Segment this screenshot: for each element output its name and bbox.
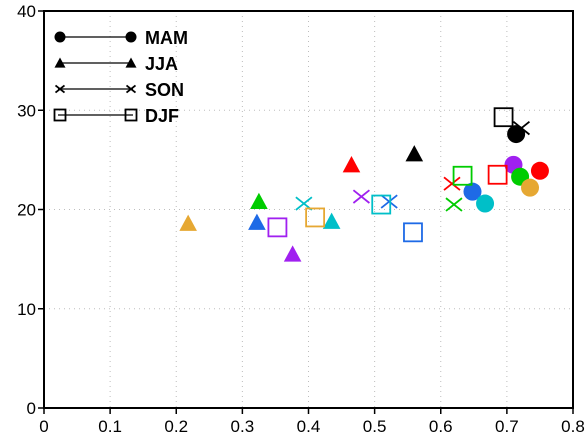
x-tick-label: 0.4	[297, 417, 321, 436]
djf-point	[267, 217, 288, 238]
plot-frame	[43, 10, 574, 409]
legend-marker-end	[125, 84, 137, 94]
legend-marker-start	[53, 108, 67, 122]
axis-ticks: 0 0.1 0.2 0.3 0.4 0.5 0.6 0.7 0.8 0 10 20 30 40	[17, 2, 585, 436]
jja-point	[342, 156, 361, 173]
jja-point	[283, 245, 302, 262]
legend-marker-end	[125, 31, 137, 43]
son-point	[380, 194, 398, 209]
x-tick-label: 0	[39, 417, 48, 436]
legend-label: JJA	[145, 54, 178, 74]
son-point	[352, 189, 370, 204]
legend-marker-start	[54, 31, 66, 43]
legend-label: SON	[145, 80, 184, 100]
jja-point	[405, 145, 424, 162]
jja-point	[250, 192, 268, 210]
jja-point	[322, 212, 341, 229]
legend-item-mam: MAM	[54, 28, 188, 48]
grid-lines	[44, 11, 573, 408]
legend: MAM JJA SON DJF	[53, 28, 188, 126]
legend-item-son: SON	[54, 80, 184, 100]
legend-marker-start	[54, 57, 66, 68]
djf-point	[403, 222, 423, 243]
mam-point	[530, 161, 549, 180]
djf-point	[305, 207, 326, 228]
x-tick-label: 0.6	[429, 417, 453, 436]
x-tick-label: 0.7	[495, 417, 519, 436]
djf-point	[371, 194, 392, 215]
legend-item-jja: JJA	[54, 54, 178, 74]
y-tick-label: 40	[17, 2, 36, 21]
djf-point	[487, 164, 508, 185]
data-points	[179, 107, 549, 262]
y-tick-label: 10	[17, 300, 36, 319]
mam-point	[521, 178, 540, 197]
legend-item-djf: DJF	[53, 106, 179, 126]
x-tick-label: 0.2	[164, 417, 188, 436]
legend-label: DJF	[145, 106, 179, 126]
y-tick-label: 30	[17, 101, 36, 120]
jja-point	[179, 214, 197, 231]
y-tick-label: 20	[17, 201, 36, 220]
son-point	[443, 176, 461, 191]
y-tick-label: 0	[27, 399, 36, 418]
son-point	[445, 197, 463, 212]
legend-marker-start	[54, 84, 66, 94]
x-tick-label: 0.8	[561, 417, 585, 436]
legend-label: MAM	[145, 28, 188, 48]
djf-point	[493, 107, 514, 128]
djf-point	[452, 165, 473, 186]
mam-point	[463, 182, 482, 201]
son-point	[512, 121, 530, 136]
mam-point	[476, 194, 495, 213]
x-tick-label: 0.5	[363, 417, 387, 436]
jja-point	[248, 213, 266, 230]
x-tick-label: 0.3	[231, 417, 255, 436]
x-tick-label: 0.1	[98, 417, 122, 436]
legend-marker-end	[124, 108, 138, 122]
legend-marker-end	[125, 57, 137, 68]
